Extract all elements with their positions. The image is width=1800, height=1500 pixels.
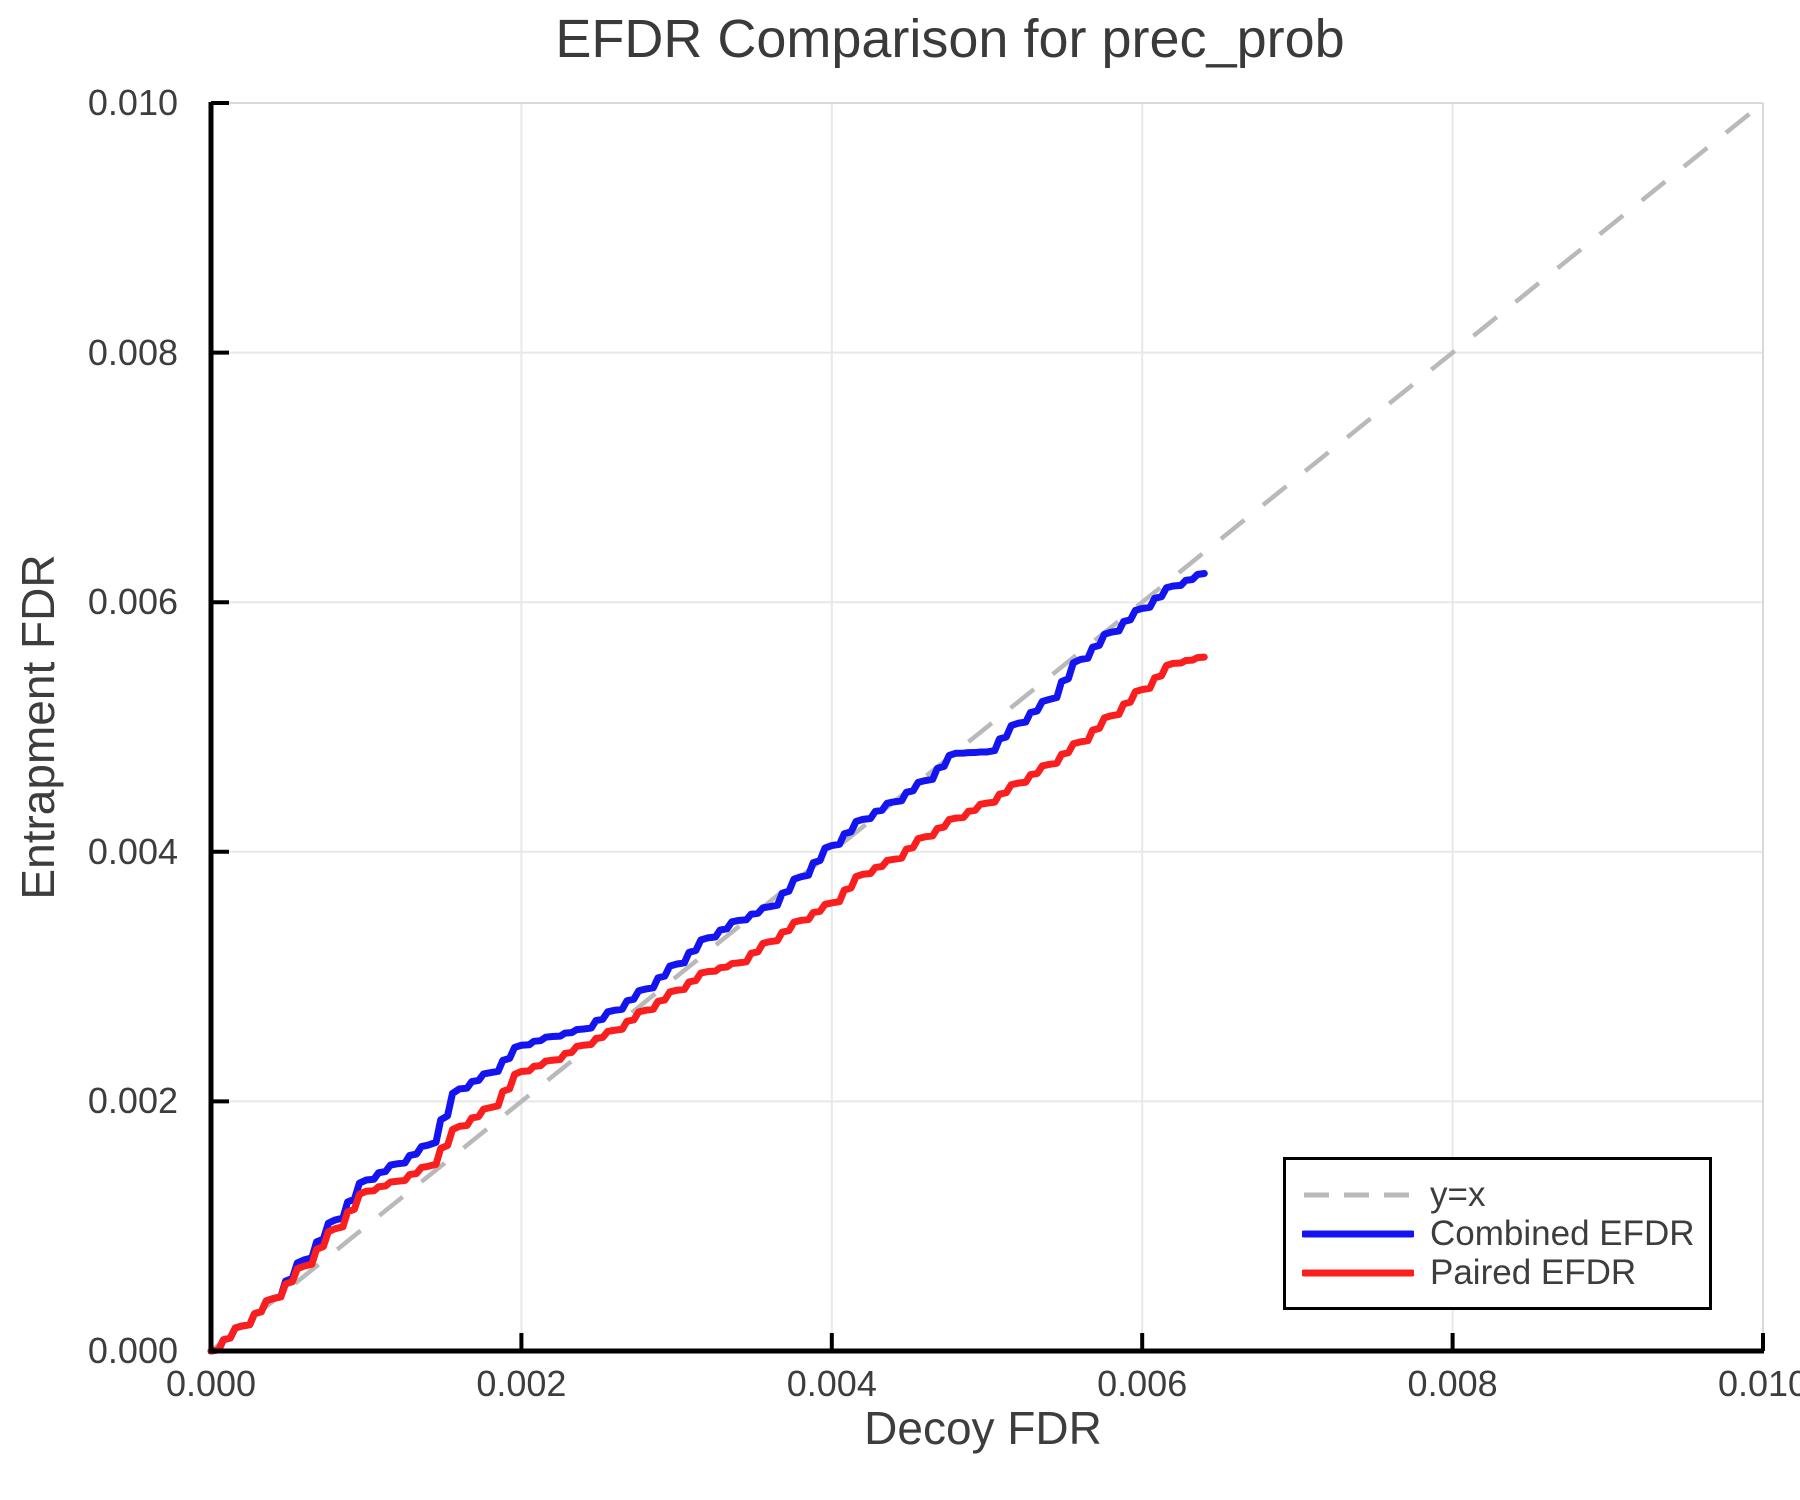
x-tick-label: 0.000 (165, 1363, 257, 1404)
y-tick-label: 0.008 (87, 331, 178, 373)
x-tick-label: 0.002 (476, 1363, 567, 1404)
chart-title: EFDR Comparison for prec_prob (555, 9, 1345, 69)
dashed-line-sample (1304, 1192, 1412, 1197)
paired-efdr-curve (207, 653, 1208, 1355)
y-tick-label: 0.006 (87, 581, 178, 623)
y-axis-label: Entrapment FDR (12, 554, 64, 900)
x-axis-label: Decoy FDR (864, 1402, 1102, 1454)
y-tick-label: 0.010 (87, 82, 178, 123)
y-tick-label: 0.002 (87, 1080, 178, 1122)
y-tick-label: 0.000 (87, 1330, 178, 1371)
red-line-sample (1302, 1269, 1414, 1276)
x-tick-label: 0.010 (1717, 1363, 1800, 1404)
legend-row-yx: y=x (1302, 1174, 1709, 1214)
x-tick-label: 0.006 (1097, 1363, 1188, 1404)
x-tick-label: 0.008 (1407, 1363, 1498, 1404)
legend-label-paired: Paired EFDR (1430, 1252, 1637, 1292)
combined-efdr-curve (207, 569, 1208, 1355)
identity-line (209, 101, 1765, 1353)
y-tick-label: 0.004 (87, 830, 178, 872)
legend-label-yx: y=x (1430, 1174, 1486, 1214)
legend-label-combined: Combined EFDR (1430, 1213, 1695, 1253)
legend: y=x Combined EFDR Paired EFDR (1283, 1157, 1712, 1310)
blue-line-sample (1302, 1230, 1414, 1237)
legend-row-combined: Combined EFDR (1302, 1213, 1709, 1253)
x-tick-label: 0.004 (786, 1363, 877, 1404)
legend-row-paired: Paired EFDR (1302, 1252, 1709, 1292)
